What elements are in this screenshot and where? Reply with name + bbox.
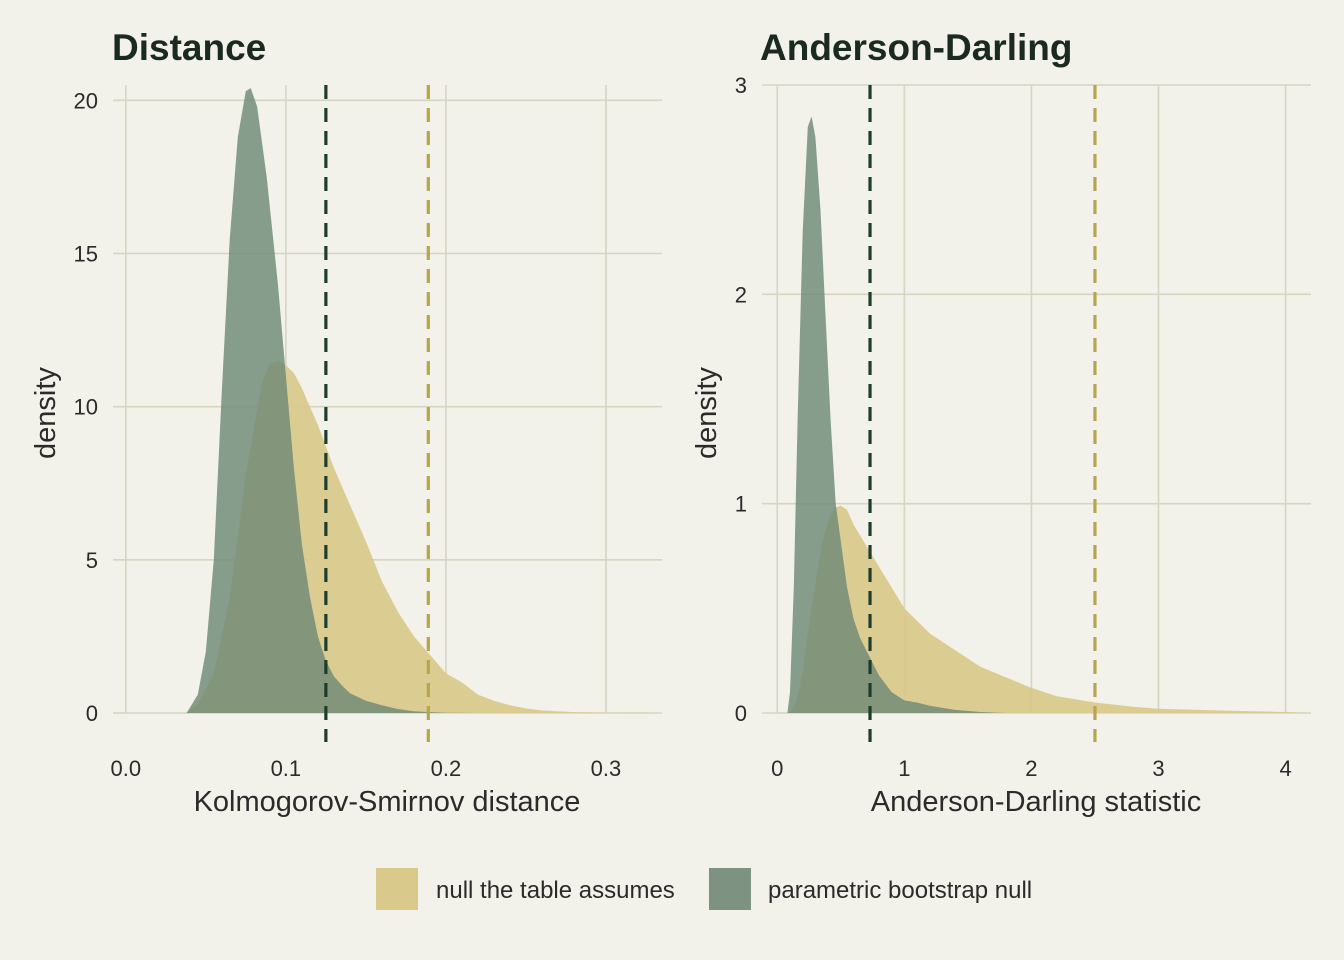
y-axis-label: density — [30, 367, 62, 459]
x-axis-label: Anderson-Darling statistic — [871, 786, 1201, 818]
x-tick-labels: 0 1 2 3 4 — [771, 756, 1292, 781]
x-tick-labels: 0.0 0.1 0.2 0.3 — [111, 756, 622, 781]
distance-panel: Distance 0.0 0.1 0.2 0.3 0 5 10 15 20 Kolmogoro… — [30, 27, 662, 818]
density-areas — [186, 88, 654, 714]
x-axis-label: Kolmogorov-Smirnov distance — [194, 786, 581, 818]
y-tick-label: 10 — [74, 395, 98, 420]
x-tick-label: 0.3 — [591, 756, 622, 781]
legend: null the table assumes parametric bootst… — [376, 868, 1032, 910]
panel-title: Distance — [112, 27, 266, 68]
y-tick-label: 20 — [74, 88, 98, 113]
legend-label-null: null the table assumes — [436, 877, 675, 904]
legend-label-bootstrap: parametric bootstrap null — [768, 877, 1032, 904]
density-areas — [787, 116, 1311, 713]
threshold-lines — [868, 85, 1097, 742]
y-tick-label: 3 — [735, 73, 747, 98]
legend-swatch-bootstrap — [709, 868, 751, 910]
x-tick-label: 0.0 — [111, 756, 142, 781]
bootstrap-density-area — [787, 116, 1006, 713]
y-tick-label: 5 — [86, 548, 98, 573]
anderson-darling-panel: Anderson-Darling 0 1 2 3 4 0 1 2 3 Anderson-Dar… — [691, 27, 1311, 818]
y-tick-label: 15 — [74, 241, 98, 266]
y-tick-label: 0 — [86, 701, 98, 726]
panel-title: Anderson-Darling — [760, 27, 1072, 68]
bootstrap-density-area — [186, 88, 478, 714]
y-tick-label: 2 — [735, 282, 747, 307]
null-density-area — [789, 505, 1311, 713]
y-axis-label: density — [691, 367, 723, 459]
x-tick-label: 0.1 — [271, 756, 302, 781]
x-tick-label: 0.2 — [431, 756, 462, 781]
legend-swatch-null — [376, 868, 418, 910]
threshold-lines — [324, 85, 430, 742]
x-tick-label: 3 — [1152, 756, 1164, 781]
y-tick-labels: 0 5 10 15 20 — [74, 88, 98, 726]
x-tick-label: 1 — [898, 756, 910, 781]
x-tick-label: 0 — [771, 756, 783, 781]
x-tick-label: 2 — [1025, 756, 1037, 781]
x-tick-label: 4 — [1279, 756, 1291, 781]
y-tick-label: 1 — [735, 492, 747, 517]
y-tick-labels: 0 1 2 3 — [735, 73, 747, 726]
y-tick-label: 0 — [735, 701, 747, 726]
